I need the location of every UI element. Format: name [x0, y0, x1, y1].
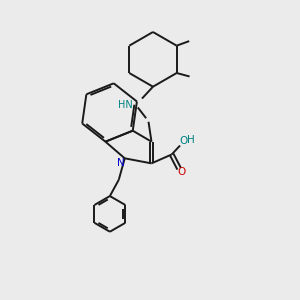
Text: N: N [117, 158, 125, 168]
Text: H: H [187, 136, 195, 146]
Text: O: O [179, 136, 188, 146]
Text: O: O [177, 167, 186, 177]
Text: HN: HN [118, 100, 133, 110]
